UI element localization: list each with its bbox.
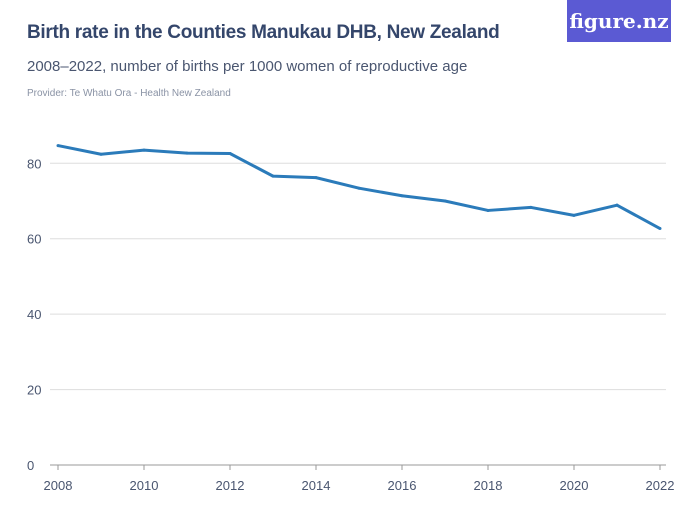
data-point [400, 194, 404, 198]
data-point [615, 203, 619, 207]
data-point [314, 176, 318, 180]
provider-note: Provider: Te Whatu Ora - Health New Zeal… [27, 88, 231, 99]
x-tick-label: 2020 [560, 478, 589, 493]
data-point [486, 208, 490, 212]
data-point [658, 227, 662, 231]
y-tick-label: 20 [27, 383, 41, 398]
data-point [357, 186, 361, 190]
x-tick-label: 2014 [302, 478, 331, 493]
data-point [572, 213, 576, 217]
x-tick-label: 2016 [388, 478, 417, 493]
y-tick-label: 80 [27, 156, 41, 171]
chart-subtitle: 2008–2022, number of births per 1000 wom… [27, 58, 468, 75]
data-point [185, 151, 189, 155]
data-point [142, 148, 146, 152]
data-point [99, 152, 103, 156]
figure-nz-logo[interactable]: figure.nz [567, 0, 671, 42]
data-point [56, 144, 60, 148]
x-tick-label: 2012 [216, 478, 245, 493]
data-point [271, 174, 275, 178]
y-tick-label: 0 [27, 458, 34, 473]
y-tick-label: 60 [27, 232, 41, 247]
x-tick-label: 2010 [130, 478, 159, 493]
y-tick-label: 40 [27, 307, 41, 322]
data-point [443, 199, 447, 203]
chart-title: Birth rate in the Counties Manukau DHB, … [27, 22, 500, 43]
x-tick-label: 2008 [44, 478, 73, 493]
data-point [228, 151, 232, 155]
x-tick-label: 2018 [474, 478, 503, 493]
x-tick-label: 2022 [646, 478, 675, 493]
data-point [529, 205, 533, 209]
